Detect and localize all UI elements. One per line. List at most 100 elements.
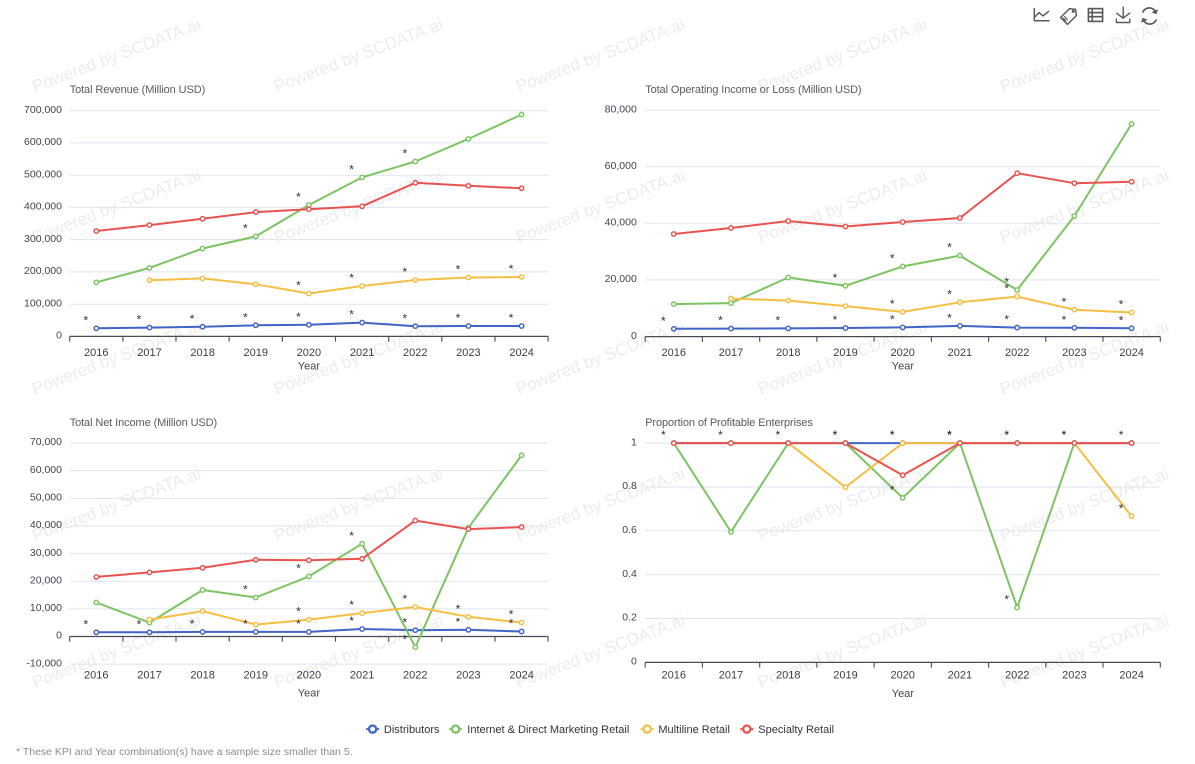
svg-text:*: * — [509, 262, 514, 276]
svg-text:2018: 2018 — [190, 670, 214, 682]
svg-text:Total Operating Income or Loss: Total Operating Income or Loss (Million … — [645, 84, 861, 96]
svg-text:20,000: 20,000 — [605, 273, 637, 285]
svg-text:* These KPI and Year combinati: * These KPI and Year combination(s) have… — [16, 746, 353, 758]
svg-text:*: * — [190, 617, 195, 631]
svg-text:*: * — [456, 602, 461, 616]
svg-text:2019: 2019 — [244, 347, 268, 359]
svg-text:*: * — [402, 592, 407, 606]
svg-text:*: * — [833, 428, 838, 442]
svg-text:2017: 2017 — [719, 670, 743, 682]
svg-text:Year: Year — [298, 360, 321, 372]
svg-text:*: * — [1119, 428, 1124, 442]
svg-text:2019: 2019 — [244, 670, 268, 682]
svg-text:*: * — [775, 314, 780, 328]
svg-text:700,000: 700,000 — [24, 104, 62, 116]
svg-text:2023: 2023 — [456, 347, 480, 359]
svg-text:0.8: 0.8 — [622, 480, 637, 492]
svg-text:*: * — [947, 428, 952, 442]
svg-text:2024: 2024 — [509, 347, 533, 359]
svg-text:2019: 2019 — [833, 347, 857, 359]
svg-text:600,000: 600,000 — [24, 136, 62, 148]
svg-text:2016: 2016 — [84, 347, 108, 359]
svg-text:0: 0 — [56, 630, 62, 642]
svg-text:80,000: 80,000 — [605, 103, 637, 115]
svg-text:*: * — [243, 222, 248, 236]
svg-text:*: * — [1062, 428, 1067, 442]
svg-text:*: * — [661, 314, 666, 328]
svg-text:*: * — [296, 562, 301, 576]
svg-text:2018: 2018 — [190, 347, 214, 359]
svg-text:*: * — [349, 529, 354, 543]
svg-text:-10,000: -10,000 — [26, 657, 62, 669]
svg-text:Specialty Retail: Specialty Retail — [758, 724, 834, 736]
svg-text:2024: 2024 — [1119, 347, 1143, 359]
svg-text:10,000: 10,000 — [30, 602, 62, 614]
svg-text:*: * — [890, 428, 895, 442]
svg-text:*: * — [456, 615, 461, 629]
svg-text:Year: Year — [892, 360, 915, 372]
svg-text:1: 1 — [631, 436, 637, 448]
svg-text:0.2: 0.2 — [622, 612, 637, 624]
svg-text:Internet & Direct Marketing Re: Internet & Direct Marketing Retail — [467, 724, 629, 736]
svg-text:*: * — [83, 313, 88, 327]
svg-text:*: * — [296, 279, 301, 293]
svg-text:*: * — [1004, 282, 1009, 296]
svg-text:*: * — [137, 617, 142, 631]
svg-text:Total Revenue (Million USD): Total Revenue (Million USD) — [70, 84, 205, 96]
svg-text:*: * — [349, 308, 354, 322]
svg-text:*: * — [349, 614, 354, 628]
svg-text:Proportion of Profitable Enter: Proportion of Profitable Enterprises — [645, 417, 813, 429]
svg-text:*: * — [1062, 428, 1067, 442]
svg-text:2020: 2020 — [297, 347, 321, 359]
svg-text:2020: 2020 — [890, 670, 914, 682]
svg-text:2017: 2017 — [137, 347, 161, 359]
svg-text:Year: Year — [298, 688, 321, 700]
svg-text:*: * — [1119, 313, 1124, 327]
svg-text:*: * — [1062, 313, 1067, 327]
svg-text:2022: 2022 — [403, 347, 427, 359]
svg-text:*: * — [947, 428, 952, 442]
svg-text:2022: 2022 — [1005, 347, 1029, 359]
svg-text:*: * — [1062, 295, 1067, 309]
svg-text:*: * — [890, 483, 895, 497]
svg-text:70,000: 70,000 — [30, 436, 62, 448]
svg-text:500,000: 500,000 — [24, 168, 62, 180]
svg-text:*: * — [296, 605, 301, 619]
svg-text:*: * — [1004, 593, 1009, 607]
svg-text:*: * — [890, 313, 895, 327]
svg-text:*: * — [718, 428, 723, 442]
svg-text:*: * — [718, 314, 723, 328]
svg-text:*: * — [456, 263, 461, 277]
svg-text:*: * — [402, 632, 407, 646]
svg-text:Distributors: Distributors — [384, 724, 440, 736]
svg-text:2016: 2016 — [662, 347, 686, 359]
svg-text:*: * — [890, 428, 895, 442]
svg-text:*: * — [190, 312, 195, 326]
svg-text:2021: 2021 — [350, 670, 374, 682]
svg-text:*: * — [947, 428, 952, 442]
svg-text:200,000: 200,000 — [24, 265, 62, 277]
svg-text:*: * — [349, 271, 354, 285]
svg-text:2024: 2024 — [1119, 670, 1143, 682]
svg-text:*: * — [243, 310, 248, 324]
svg-text:20,000: 20,000 — [30, 574, 62, 586]
svg-text:*: * — [1004, 275, 1009, 289]
svg-text:2021: 2021 — [350, 347, 374, 359]
svg-text:*: * — [243, 617, 248, 631]
svg-text:2022: 2022 — [1005, 670, 1029, 682]
svg-text:*: * — [947, 241, 952, 255]
svg-text:*: * — [509, 617, 514, 631]
svg-text:300,000: 300,000 — [24, 233, 62, 245]
svg-text:*: * — [509, 311, 514, 325]
svg-text:*: * — [83, 617, 88, 631]
svg-text:*: * — [890, 252, 895, 266]
svg-text:0: 0 — [631, 330, 637, 342]
svg-text:2021: 2021 — [948, 347, 972, 359]
svg-text:*: * — [661, 428, 666, 442]
svg-text:*: * — [947, 311, 952, 325]
svg-text:*: * — [890, 297, 895, 311]
svg-text:2018: 2018 — [776, 670, 800, 682]
svg-text:2017: 2017 — [137, 670, 161, 682]
svg-text:*: * — [137, 313, 142, 327]
svg-text:40,000: 40,000 — [30, 519, 62, 531]
